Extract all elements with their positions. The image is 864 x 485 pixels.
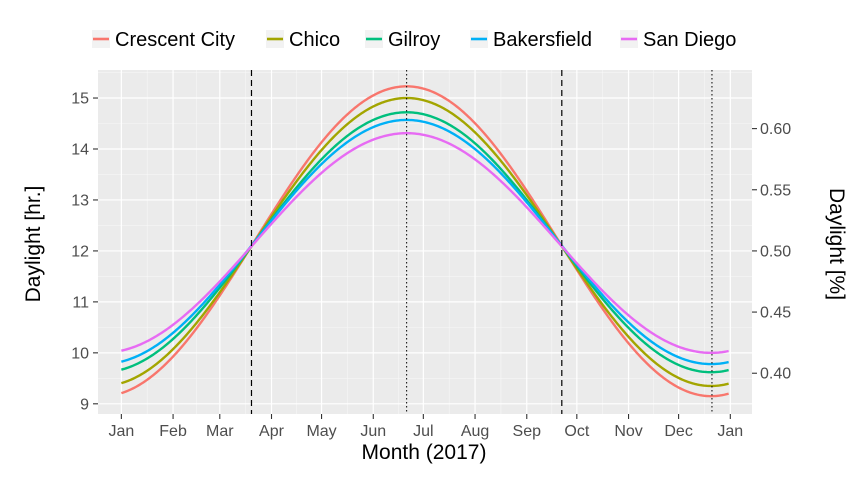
y-tick-label: 13 <box>71 192 89 209</box>
x-tick-label: Aug <box>461 423 489 440</box>
y2-tick-label: 0.40 <box>760 366 791 383</box>
x-tick-label: Mar <box>206 423 234 440</box>
legend-label: Bakersfield <box>493 29 592 51</box>
y-tick-label: 12 <box>71 243 89 260</box>
legend: Crescent City Chico Gilroy Bakersfield San D… <box>92 29 736 51</box>
x-tick-label: Apr <box>259 423 285 440</box>
series-lines <box>120 85 729 398</box>
reference-lines <box>250 70 713 414</box>
x-tick-label: Nov <box>614 423 642 440</box>
x-tick-label: Oct <box>564 423 589 440</box>
x-tick-label: Jun <box>360 423 386 440</box>
plot-panel <box>98 70 752 414</box>
y2-axis-title: Daylight [%] <box>825 188 848 300</box>
x-tick-label: Jul <box>413 423 433 440</box>
legend-label: Crescent City <box>115 29 235 51</box>
y-tick-label: 11 <box>72 294 89 311</box>
x-tick-label: May <box>306 423 336 440</box>
series-line-chico <box>121 96 729 388</box>
legend-label: Gilroy <box>388 29 440 51</box>
y2-tick-label: 0.45 <box>760 305 791 322</box>
y-tick-label: 9 <box>80 396 89 413</box>
x-axis-title: Month (2017) <box>362 441 487 464</box>
series-line-bakersfield <box>121 118 729 366</box>
series-line-san-diego <box>121 131 729 355</box>
grid-major <box>98 70 752 414</box>
y2-tick-label: 0.50 <box>760 243 791 260</box>
x-tick-labels: Jan Feb Mar Apr May Jun Jul Aug Sep Oct Nov Dec Jan <box>108 423 743 440</box>
x-tick-label: Dec <box>664 423 692 440</box>
y-axis-title: Daylight [hr.] <box>22 186 45 303</box>
y2-tick-label: 0.55 <box>760 182 791 199</box>
y-tick-label: 10 <box>71 345 89 362</box>
y-tick-label: 14 <box>71 141 89 158</box>
grid-minor <box>98 70 752 414</box>
legend-label: Chico <box>289 29 340 51</box>
y-tick-label: 15 <box>71 91 89 108</box>
series-line-crescent-city <box>120 85 729 398</box>
x-tick-label: Jan <box>717 423 743 440</box>
axis-ticks <box>93 97 757 419</box>
y-tick-labels: 9 10 11 12 13 14 15 <box>71 91 89 414</box>
y2-tick-label: 0.60 <box>760 121 791 138</box>
legend-label: San Diego <box>643 29 736 51</box>
y2-tick-labels: 0.40 0.45 0.50 0.55 0.60 <box>760 121 791 383</box>
x-tick-label: Sep <box>513 423 542 440</box>
series-line-gilroy <box>121 111 729 374</box>
x-tick-label: Feb <box>159 423 187 440</box>
x-tick-label: Jan <box>108 423 134 440</box>
